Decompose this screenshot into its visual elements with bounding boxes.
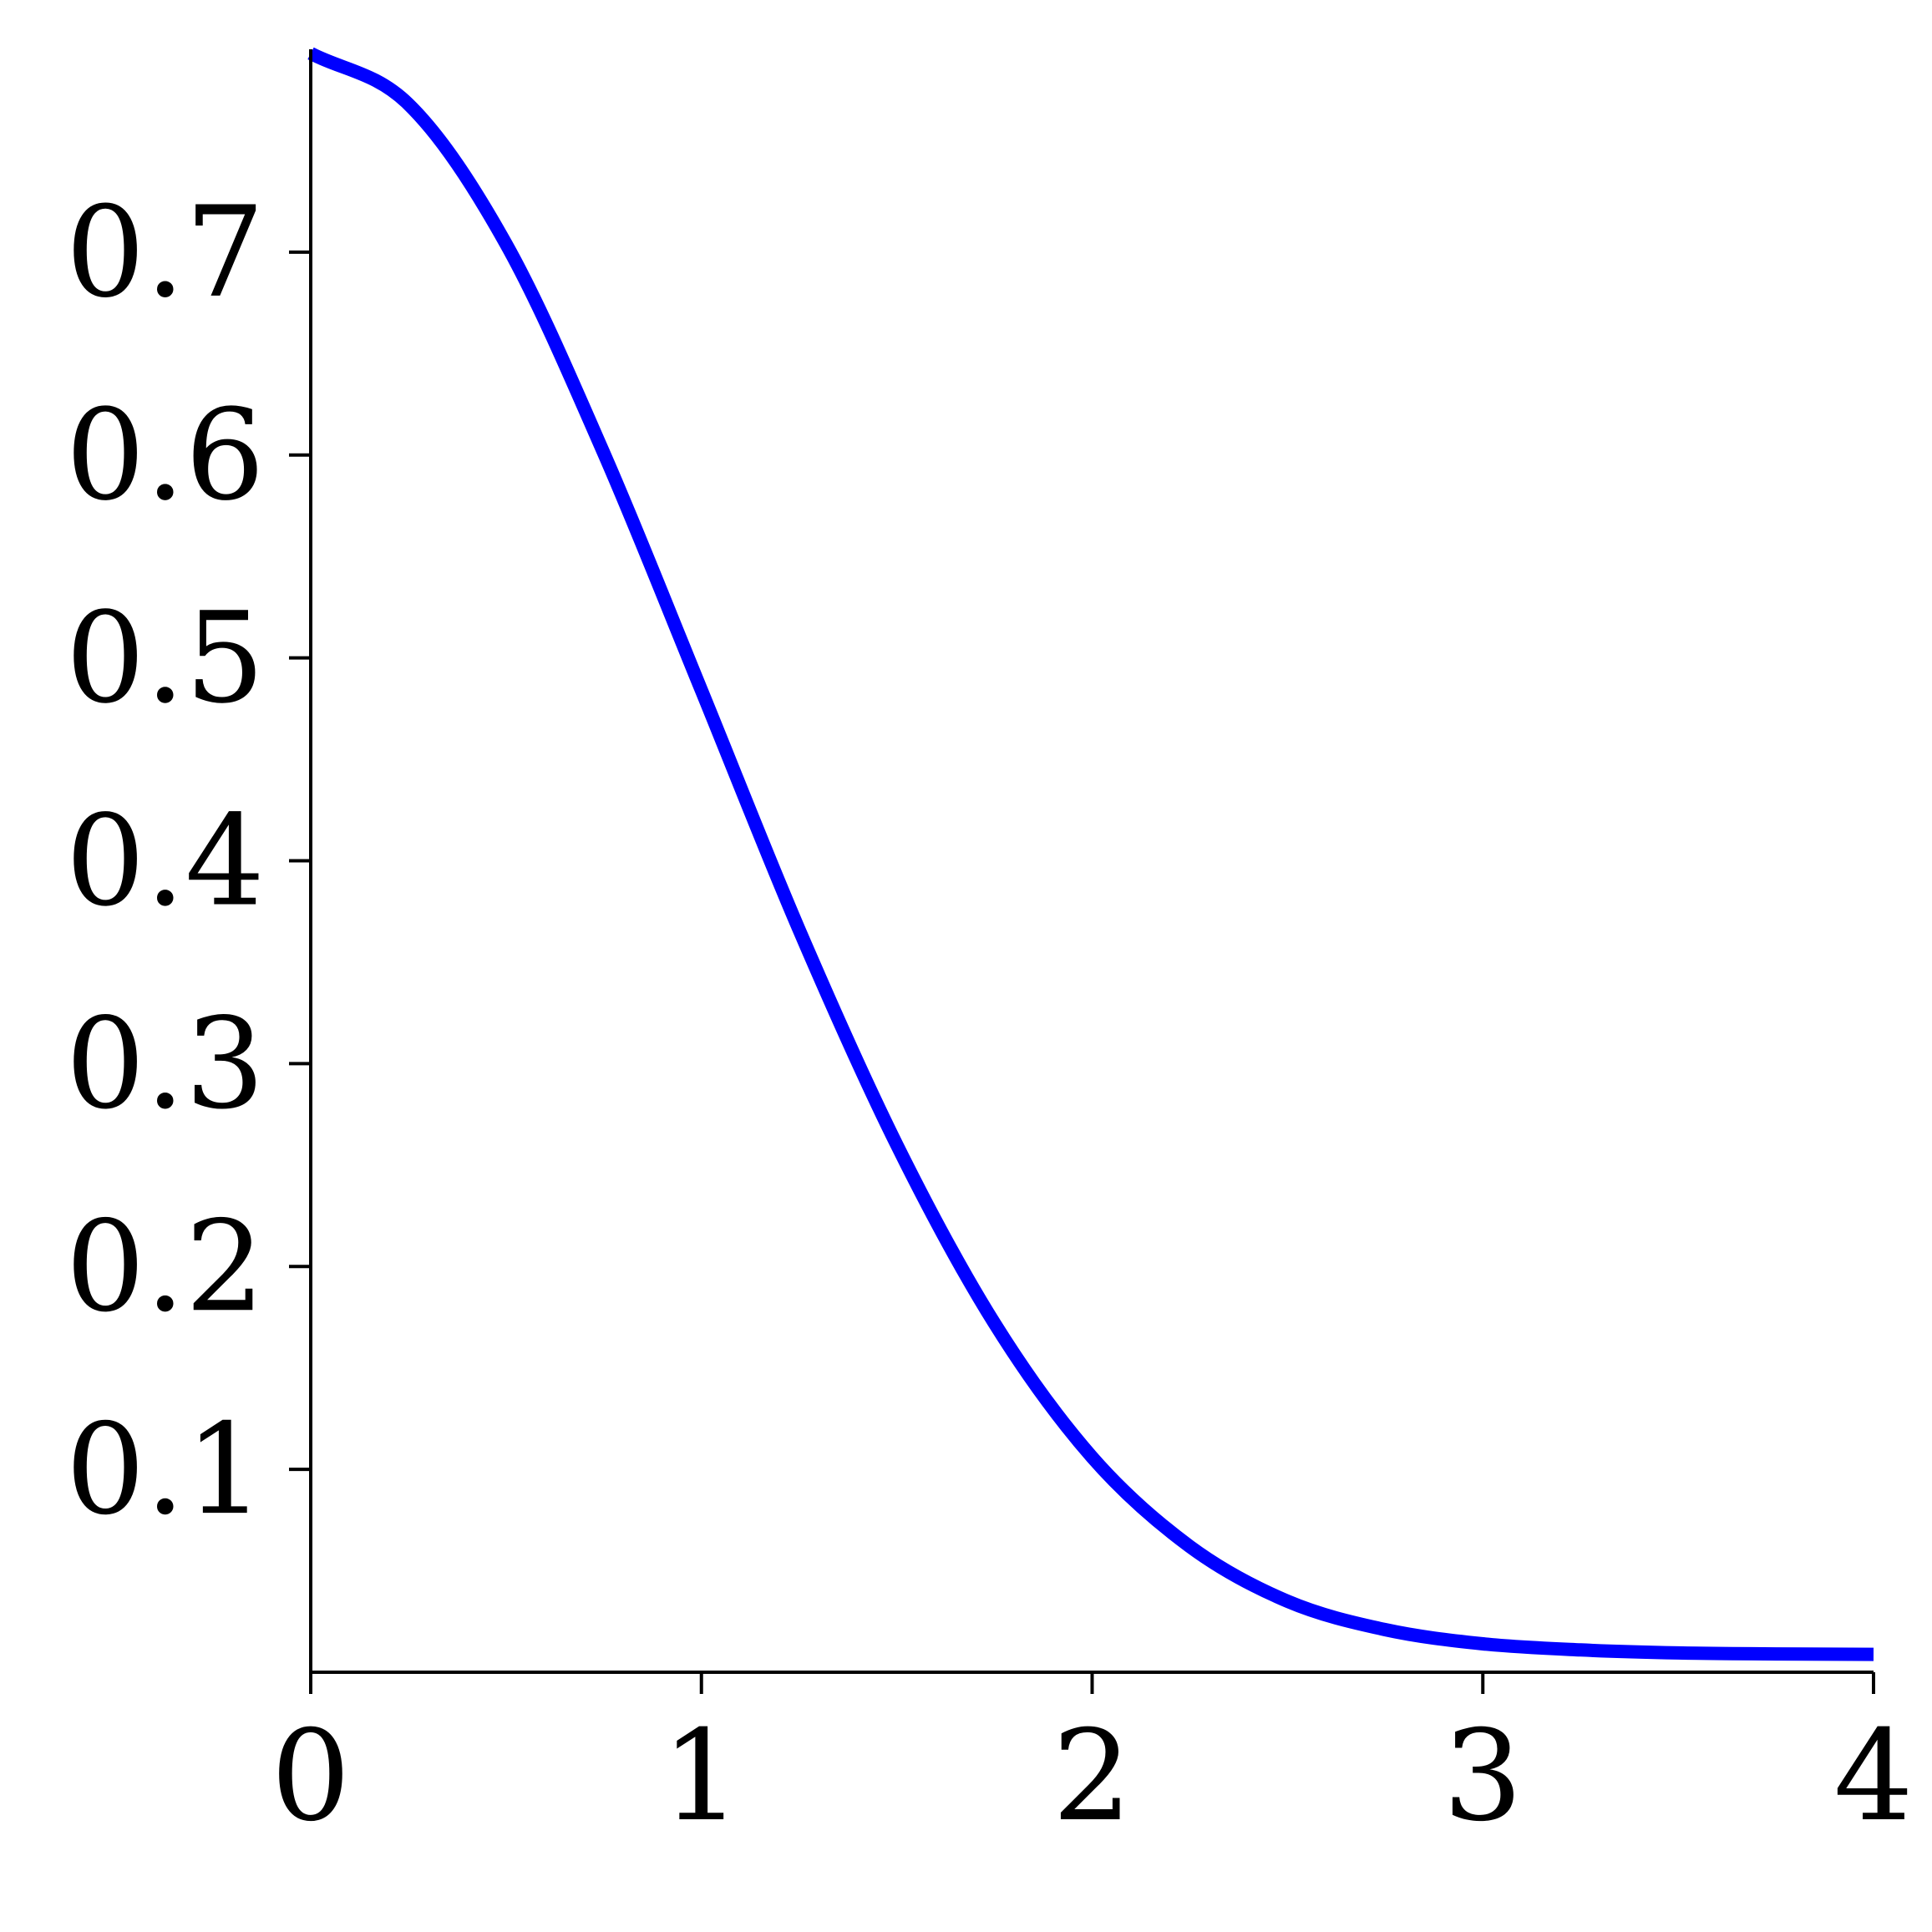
- y-tick-label: 0.6: [65, 383, 265, 529]
- x-tick-label: 4: [1833, 1704, 1913, 1849]
- series-layer: [307, 47, 1874, 1661]
- x-tick-label: 1: [662, 1704, 741, 1849]
- y-tick-label: 0.7: [65, 180, 265, 326]
- series-line: [307, 47, 1874, 1661]
- y-axis-ticks: 0.1 0.2 0.3 0.4 0.5 0.6 0.7: [65, 180, 311, 1543]
- y-tick-label: 0.1: [65, 1397, 265, 1543]
- x-tick-label: 2: [1052, 1704, 1132, 1849]
- x-tick-label: 3: [1443, 1704, 1523, 1849]
- x-tick-label: 0: [271, 1704, 350, 1849]
- y-tick-label: 0.3: [65, 991, 265, 1137]
- y-tick-label: 0.2: [65, 1194, 265, 1340]
- y-tick-label: 0.4: [65, 789, 265, 935]
- x-axis-ticks: 0 1 2 3 4: [271, 1672, 1914, 1849]
- y-tick-label: 0.5: [65, 586, 265, 732]
